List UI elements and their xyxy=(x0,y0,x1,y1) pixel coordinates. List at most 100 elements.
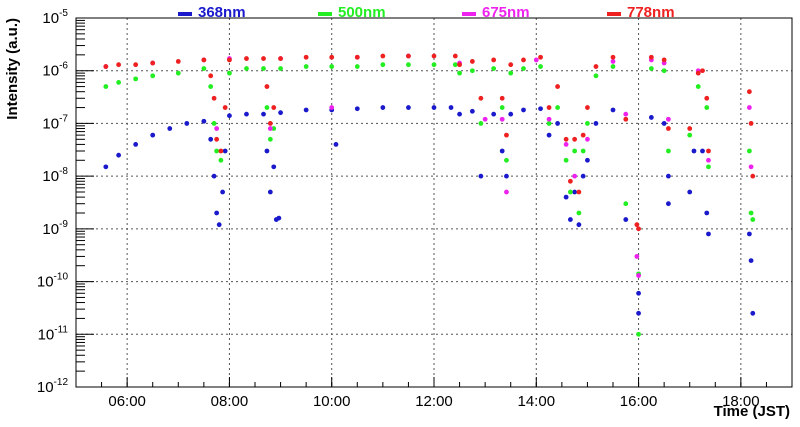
data-point xyxy=(576,210,582,216)
data-point xyxy=(150,73,156,79)
data-point xyxy=(508,70,514,76)
legend-marker xyxy=(462,12,476,16)
data-point xyxy=(546,116,552,122)
data-point xyxy=(666,116,671,122)
data-point xyxy=(201,66,207,71)
data-point xyxy=(227,70,232,76)
data-point xyxy=(278,56,283,61)
legend-marker xyxy=(607,12,621,16)
data-point xyxy=(748,164,754,170)
data-point xyxy=(278,66,283,71)
data-point xyxy=(533,57,539,63)
data-point xyxy=(563,142,569,147)
data-point xyxy=(563,157,569,163)
data-point xyxy=(457,111,462,117)
data-point xyxy=(623,201,629,207)
data-point xyxy=(567,189,573,195)
data-point xyxy=(538,54,543,60)
data-point xyxy=(208,73,214,79)
data-point xyxy=(508,62,514,68)
data-point xyxy=(706,164,711,170)
data-point xyxy=(103,84,109,89)
data-point xyxy=(329,54,335,60)
data-point xyxy=(636,331,641,337)
data-point xyxy=(380,105,386,110)
data-point xyxy=(354,106,360,112)
data-point xyxy=(521,57,526,63)
data-point xyxy=(431,53,437,59)
data-point xyxy=(700,68,705,74)
data-point xyxy=(750,217,756,222)
data-point xyxy=(133,142,139,147)
y-tick-labels: 10-12 10-11 10-10 10-9 10-8 10-7 10-6 10-5 xyxy=(37,8,69,396)
data-point xyxy=(211,95,217,101)
data-point xyxy=(175,70,181,76)
data-point xyxy=(303,54,309,60)
axis-ticks xyxy=(75,17,793,388)
data-point xyxy=(499,95,505,101)
data-point xyxy=(687,126,693,131)
data-point xyxy=(491,111,497,117)
data-point xyxy=(504,132,509,138)
series-368nm xyxy=(103,105,756,316)
data-point xyxy=(750,173,756,179)
data-point xyxy=(448,105,454,110)
data-point xyxy=(329,64,335,69)
data-point xyxy=(636,290,641,296)
data-point xyxy=(218,157,224,163)
legend: 368nm 500nm 675nm 778nm xyxy=(178,4,675,21)
data-point xyxy=(580,173,586,179)
data-point xyxy=(687,189,693,195)
data-point xyxy=(746,89,752,95)
data-point xyxy=(572,148,578,154)
data-point xyxy=(261,66,266,71)
data-point xyxy=(491,57,497,63)
data-point xyxy=(184,121,190,126)
data-point xyxy=(469,59,475,64)
legend-label: 368nm xyxy=(198,4,246,21)
data-point xyxy=(538,64,543,69)
data-point xyxy=(220,189,226,195)
y-tick-label: 10-9 xyxy=(42,219,68,238)
y-axis-title: Intensity (a.u.) xyxy=(4,18,21,120)
data-point xyxy=(546,121,552,126)
data-point xyxy=(261,111,266,117)
series-500nm xyxy=(103,62,756,337)
data-point xyxy=(499,116,505,122)
y-tick-label: 10-7 xyxy=(42,113,68,132)
data-point xyxy=(585,121,590,126)
data-point xyxy=(691,148,697,154)
data-point xyxy=(585,136,590,142)
data-point xyxy=(610,54,616,60)
data-point xyxy=(634,222,640,228)
data-point xyxy=(546,105,552,110)
data-point xyxy=(214,210,220,216)
data-point xyxy=(636,226,641,232)
data-point xyxy=(704,95,710,101)
data-point xyxy=(267,189,273,195)
data-point xyxy=(661,68,667,74)
data-point xyxy=(491,66,497,71)
data-point xyxy=(748,258,754,263)
data-point xyxy=(576,189,582,195)
data-point xyxy=(244,56,249,61)
data-point xyxy=(634,254,640,259)
data-point xyxy=(150,60,156,66)
data-point xyxy=(636,273,641,278)
legend-label: 778nm xyxy=(627,4,675,21)
data-point xyxy=(580,148,586,154)
data-point xyxy=(201,57,207,63)
data-point xyxy=(354,64,360,69)
data-point xyxy=(695,70,701,76)
x-tick-label: 10:00 xyxy=(313,393,351,410)
data-point xyxy=(278,110,283,116)
y-tick-label: 10-11 xyxy=(38,324,69,343)
data-point xyxy=(576,222,582,228)
y-tick-label: 10-8 xyxy=(42,166,68,185)
data-point xyxy=(636,310,641,316)
x-axis-title: Time (JST) xyxy=(714,403,790,420)
data-point xyxy=(700,148,705,154)
data-point xyxy=(593,64,599,69)
data-point xyxy=(538,106,543,112)
